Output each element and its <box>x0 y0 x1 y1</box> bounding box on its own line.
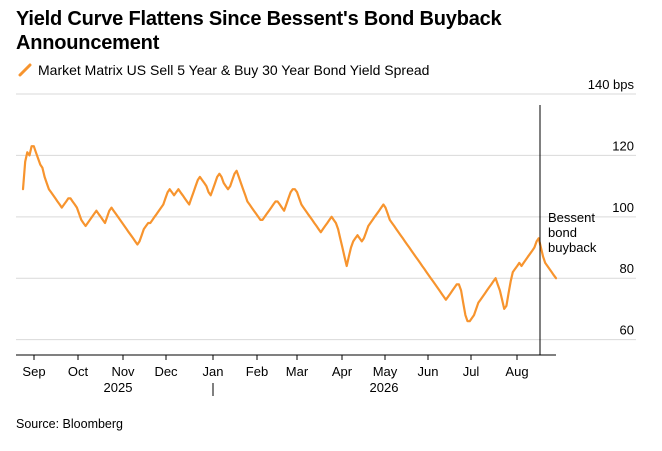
x-tick-label: Jan <box>203 364 224 379</box>
source-note: Source: Bloomberg <box>16 417 124 431</box>
y-tick-label: 60 <box>620 323 634 338</box>
annotation-label: Bessent <box>548 210 595 225</box>
chart-title: Yield Curve Flattens Since Bessent's Bon… <box>16 8 502 54</box>
annotation-label: bond <box>548 225 577 240</box>
x-tick-label: Mar <box>286 364 309 379</box>
y-tick-label: 80 <box>620 261 634 276</box>
year-label: 2025 <box>104 380 133 395</box>
year-label: 2026 <box>370 380 399 395</box>
legend: Market Matrix US Sell 5 Year & Buy 30 Ye… <box>18 61 429 79</box>
x-tick-label: Jul <box>463 364 480 379</box>
legend-swatch-icon <box>18 63 32 77</box>
x-tick-label: Jun <box>418 364 439 379</box>
series-line <box>21 145 558 323</box>
y-tick-label: 120 <box>612 138 634 153</box>
x-tick-label: Dec <box>154 364 178 379</box>
x-tick-label: Sep <box>22 364 45 379</box>
x-tick-label: Apr <box>332 364 353 379</box>
x-tick-label: Nov <box>111 364 135 379</box>
y-tick-label: 140 bps <box>588 77 635 92</box>
annotation-label: buyback <box>548 240 597 255</box>
x-tick-label: Oct <box>68 364 89 379</box>
x-tick-label: Aug <box>505 364 528 379</box>
legend-label: Market Matrix US Sell 5 Year & Buy 30 Ye… <box>38 62 430 78</box>
y-tick-label: 100 <box>612 200 634 215</box>
x-tick-label: May <box>373 364 398 379</box>
x-tick-label: Feb <box>246 364 268 379</box>
